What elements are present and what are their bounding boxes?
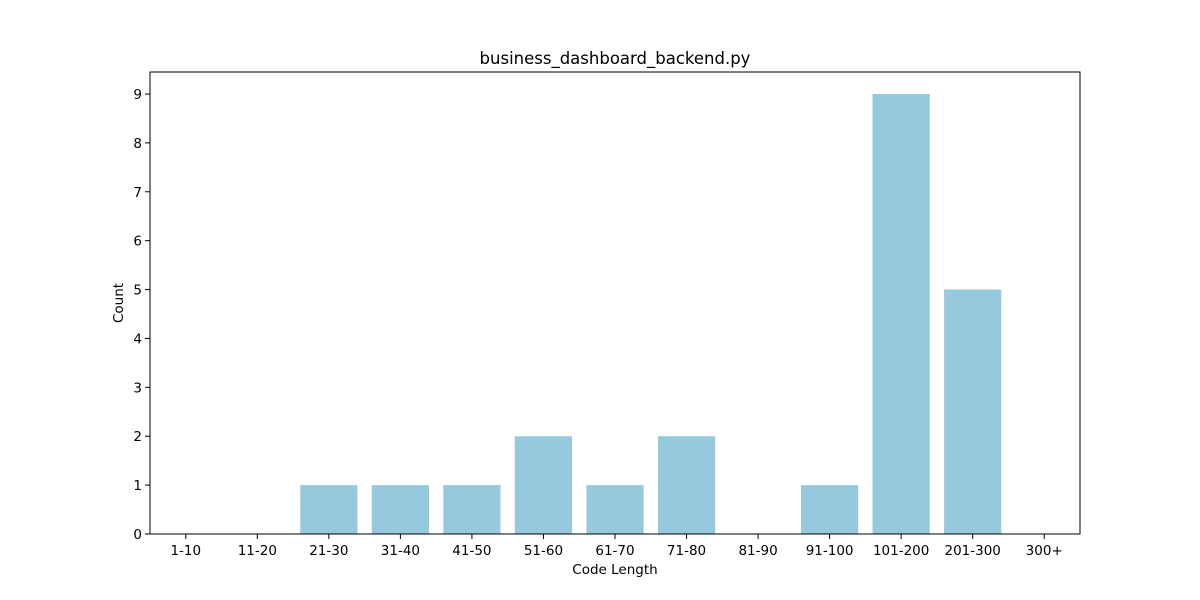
x-tick-label: 21-30: [309, 543, 348, 559]
bar-21-30: [300, 485, 358, 534]
y-tick-label: 3: [133, 380, 142, 396]
bar-61-70: [586, 485, 644, 534]
x-axis-ticks: 1-10 11-20 21-30 31-40 41-50 51-60 61-70 71-80 8…: [170, 534, 1063, 559]
y-tick-label: 8: [133, 136, 142, 152]
x-tick-label: 81-90: [738, 543, 777, 559]
x-tick-label: 31-40: [381, 543, 420, 559]
bar-101-200: [872, 94, 930, 534]
x-tick-label: 300+: [1026, 543, 1063, 559]
y-tick-label: 6: [133, 234, 142, 250]
x-tick-label: 71-80: [667, 543, 706, 559]
x-tick-label: 1-10: [170, 543, 201, 559]
y-tick-label: 4: [133, 331, 142, 347]
bar-41-50: [443, 485, 501, 534]
bars-group: [300, 94, 1002, 534]
x-tick-label: 201-300: [944, 543, 1000, 559]
bar-91-100: [801, 485, 859, 534]
y-tick-label: 2: [133, 429, 142, 445]
x-tick-label: 11-20: [238, 543, 277, 559]
y-axis-label: Count: [111, 283, 127, 323]
y-tick-label: 9: [133, 87, 142, 103]
y-tick-label: 7: [133, 185, 142, 201]
y-tick-label: 0: [133, 527, 142, 543]
x-axis-label: Code Length: [572, 562, 657, 578]
x-tick-label: 51-60: [524, 543, 563, 559]
x-tick-label: 61-70: [595, 543, 634, 559]
bar-31-40: [371, 485, 429, 534]
x-tick-label: 91-100: [806, 543, 854, 559]
x-tick-label: 41-50: [452, 543, 491, 559]
y-axis-ticks: 0 1 2 3 4 5 6 7 8 9: [133, 87, 150, 543]
bar-201-300: [944, 289, 1002, 534]
plot-frame: [149, 71, 1081, 535]
bar-71-80: [657, 436, 716, 534]
x-tick-label: 101-200: [873, 543, 929, 559]
chart-title: business_dashboard_backend.py: [480, 49, 751, 69]
y-tick-label: 1: [133, 478, 142, 494]
bar-51-60: [514, 436, 573, 534]
y-tick-label: 5: [133, 283, 142, 299]
